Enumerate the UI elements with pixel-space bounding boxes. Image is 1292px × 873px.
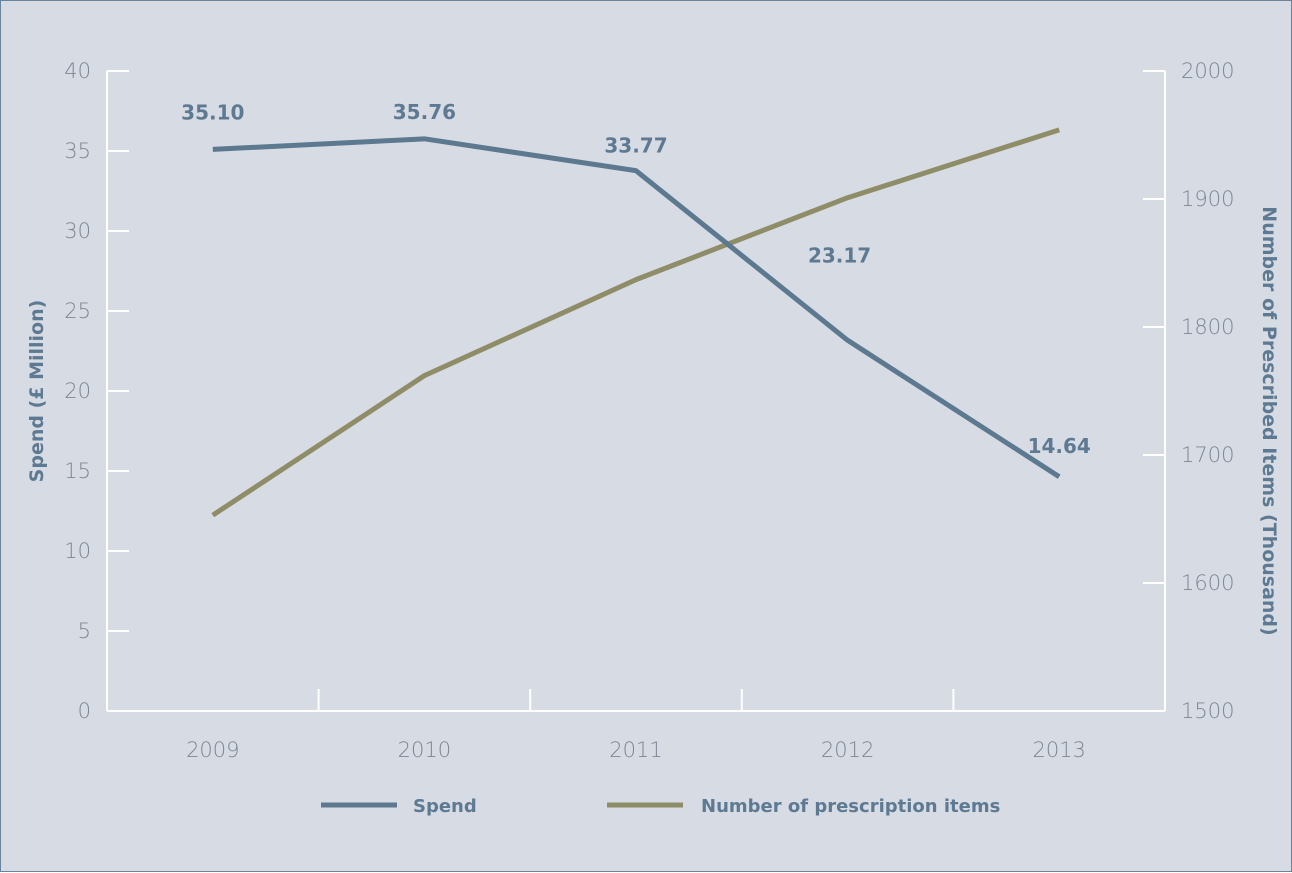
left-tick-label: 20 [64, 379, 91, 403]
x-tick-label: 2011 [609, 738, 662, 762]
left-y-axis: 0 5 10 15 20 25 30 35 40 Spend (£ Million) [26, 59, 129, 723]
legend-label: Spend [413, 796, 477, 817]
right-y-axis: 1500 1600 1700 1800 1900 2000 Number of Prescr… [1143, 59, 1280, 723]
x-axis: 2009 2010 2011 2012 2013 [107, 689, 1165, 762]
left-tick-label: 0 [78, 699, 91, 723]
left-tick-label: 35 [64, 139, 91, 163]
spend-data-label: 35.10 [181, 100, 244, 124]
legend: Spend Number of prescription items [321, 796, 1000, 817]
x-tick-label: 2013 [1032, 738, 1085, 762]
right-tick-label: 1700 [1181, 443, 1234, 467]
left-tick-label: 30 [64, 219, 91, 243]
spend-data-label: 35.76 [393, 100, 456, 124]
right-tick-label: 1900 [1181, 187, 1234, 211]
spend-data-label: 23.17 [808, 243, 871, 267]
right-axis-title: Number of Prescribed Items (Thousand) [1258, 206, 1280, 635]
left-tick-label: 15 [64, 459, 91, 483]
spend-data-label: 14.64 [1028, 434, 1091, 458]
left-tick-label: 5 [78, 619, 91, 643]
right-tick-label: 1800 [1181, 315, 1234, 339]
spend-data-label: 33.77 [604, 134, 667, 158]
x-tick-label: 2012 [821, 738, 874, 762]
right-tick-label: 1600 [1181, 571, 1234, 595]
x-tick-label: 2009 [186, 738, 239, 762]
x-tick-label: 2010 [398, 738, 451, 762]
legend-label: Number of prescription items [701, 796, 1000, 817]
left-tick-label: 40 [64, 59, 91, 83]
prescription-items-line [213, 130, 1059, 515]
left-axis-title: Spend (£ Million) [26, 300, 48, 483]
left-tick-label: 10 [64, 539, 91, 563]
right-tick-label: 1500 [1181, 699, 1234, 723]
right-tick-label: 2000 [1181, 59, 1234, 83]
spend-line [213, 139, 1059, 477]
series-layer [213, 130, 1060, 515]
left-tick-label: 25 [64, 299, 91, 323]
